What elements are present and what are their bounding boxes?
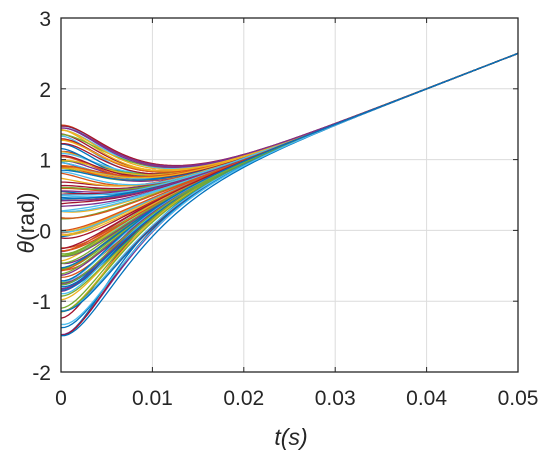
trajectory-line xyxy=(60,52,519,171)
plot-frame xyxy=(60,17,519,373)
x-tick-label: 0.02 xyxy=(223,387,264,410)
series-lines xyxy=(60,52,519,337)
y-tick-label: -1 xyxy=(32,291,51,314)
trajectory-line xyxy=(60,52,519,175)
trajectory-line xyxy=(60,52,519,172)
x-tick-label: 0.03 xyxy=(315,387,356,410)
trajectory-line xyxy=(60,52,519,191)
y-tick-label: 0 xyxy=(39,220,51,243)
y-tick-label: -2 xyxy=(32,362,51,385)
trajectory-line xyxy=(60,52,519,173)
y-axis-label: θ(rad) xyxy=(13,192,39,253)
y-tick-label: 1 xyxy=(39,150,51,173)
trajectory-line xyxy=(60,52,519,190)
trajectory-line xyxy=(60,52,519,313)
trajectory-line xyxy=(60,52,519,170)
x-tick-label: 0.01 xyxy=(132,387,173,410)
trajectory-line xyxy=(60,52,519,313)
trajectory-line xyxy=(60,52,519,282)
trajectory-line xyxy=(60,52,519,172)
trajectory-line xyxy=(60,52,519,169)
tick-marks xyxy=(60,17,519,373)
y-tick-labels: -2 -1 0 1 2 3 xyxy=(32,8,51,385)
x-tick-labels: 0 0.01 0.02 0.03 0.04 0.05 xyxy=(55,387,538,410)
x-tick-label: 0 xyxy=(55,387,67,410)
trajectory-line xyxy=(60,52,519,207)
trajectory-line xyxy=(60,52,519,191)
trajectory-line xyxy=(60,52,519,168)
x-axis-label: t(s) xyxy=(274,424,307,450)
y-axis-symbol: θ xyxy=(13,241,39,254)
y-tick-label: 3 xyxy=(39,8,51,31)
trajectory-line xyxy=(60,52,519,168)
trajectory-line xyxy=(60,52,519,168)
trajectory-line xyxy=(60,52,519,312)
trajectory-line xyxy=(60,52,519,312)
y-tick-label: 2 xyxy=(39,79,51,102)
trajectory-line xyxy=(60,52,519,313)
trajectory-line xyxy=(60,52,519,173)
trajectory-line xyxy=(60,52,519,175)
trajectory-line xyxy=(61,52,519,167)
trajectory-line xyxy=(61,52,519,167)
trajectory-line xyxy=(61,52,519,175)
x-tick-label: 0.05 xyxy=(498,387,539,410)
y-axis-unit: (rad) xyxy=(13,192,39,241)
trajectory-line xyxy=(60,52,519,172)
x-tick-label: 0.04 xyxy=(406,387,447,410)
